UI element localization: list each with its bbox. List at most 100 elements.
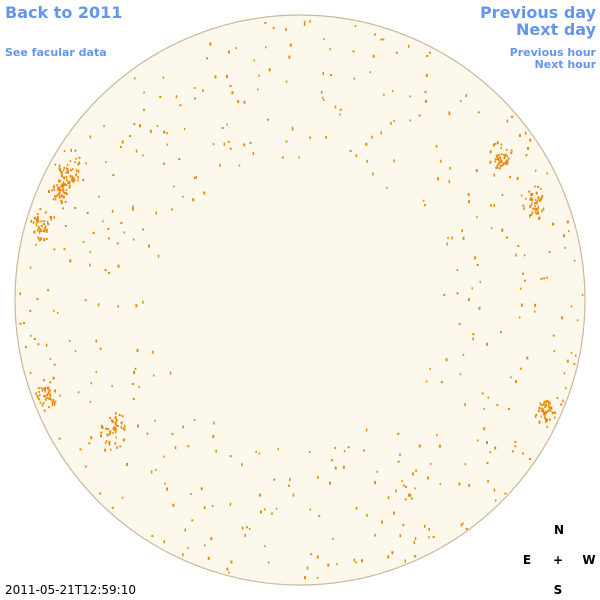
- facula: [298, 156, 300, 159]
- facula: [155, 211, 157, 215]
- facula: [501, 193, 504, 196]
- facula: [74, 206, 77, 209]
- facula: [552, 334, 555, 337]
- facula: [114, 426, 116, 429]
- facula: [44, 211, 47, 214]
- facula: [65, 189, 68, 192]
- facula: [390, 121, 392, 125]
- facula: [51, 403, 54, 406]
- facula: [523, 279, 526, 282]
- facula: [520, 287, 522, 290]
- facula: [163, 540, 165, 544]
- facula: [536, 200, 538, 203]
- facula: [429, 367, 431, 370]
- facula: [529, 138, 532, 142]
- facula: [507, 408, 510, 410]
- facula: [504, 161, 507, 164]
- facula: [166, 487, 168, 491]
- facula: [38, 239, 41, 242]
- facula: [39, 401, 42, 404]
- facula: [544, 414, 546, 417]
- facular-data-link[interactable]: See facular data: [5, 46, 107, 59]
- facula: [92, 232, 95, 234]
- next-hour-link[interactable]: Next hour: [535, 58, 597, 71]
- facula: [395, 51, 398, 54]
- facula: [243, 143, 246, 147]
- facula: [522, 272, 524, 275]
- facula: [58, 194, 61, 197]
- facula: [99, 347, 102, 350]
- facula: [69, 184, 71, 187]
- facula: [77, 169, 80, 173]
- facula: [528, 190, 531, 193]
- facula: [323, 98, 325, 101]
- back-link[interactable]: Back to 2011: [5, 3, 122, 22]
- facula: [365, 142, 368, 146]
- facula: [194, 97, 197, 100]
- facula: [111, 421, 114, 424]
- facula: [476, 264, 479, 266]
- facula: [115, 411, 117, 415]
- facula: [529, 205, 532, 209]
- facula: [214, 75, 217, 79]
- facula: [30, 219, 32, 223]
- facula: [437, 177, 439, 181]
- facula: [58, 186, 61, 189]
- facula: [402, 524, 405, 527]
- facula: [35, 243, 37, 246]
- facula: [530, 214, 533, 216]
- facula: [534, 169, 537, 172]
- facula: [325, 135, 327, 139]
- facula: [52, 376, 55, 380]
- facula: [132, 205, 134, 209]
- facula: [495, 154, 498, 158]
- facular-spots: [19, 19, 584, 580]
- facula: [193, 177, 196, 179]
- facula: [110, 448, 112, 451]
- facula: [334, 447, 336, 449]
- facula: [121, 140, 124, 144]
- facula: [45, 237, 48, 240]
- facula: [62, 187, 64, 190]
- facula: [464, 403, 466, 407]
- facula: [347, 446, 350, 449]
- facula: [212, 143, 215, 146]
- facula: [229, 502, 232, 506]
- facula: [387, 496, 390, 500]
- facula: [401, 480, 403, 483]
- facula: [37, 343, 40, 346]
- facula: [369, 71, 372, 74]
- facula: [105, 161, 107, 164]
- facula: [245, 526, 248, 529]
- previous-hour-link[interactable]: Previous hour: [510, 46, 597, 59]
- facula: [61, 174, 63, 177]
- facula: [393, 511, 395, 515]
- facula: [115, 430, 117, 434]
- compass-center: +: [553, 553, 563, 567]
- facula: [203, 191, 206, 195]
- next-day-link[interactable]: Next day: [516, 20, 597, 39]
- facula: [43, 220, 46, 223]
- facula: [40, 225, 43, 227]
- facula: [366, 159, 368, 163]
- facula: [65, 171, 67, 174]
- facula: [53, 248, 56, 251]
- facula: [506, 161, 509, 165]
- facula: [309, 136, 312, 139]
- facula: [516, 176, 519, 180]
- facula: [517, 245, 520, 247]
- facula: [23, 322, 25, 324]
- facula: [108, 440, 111, 444]
- facula: [353, 77, 355, 80]
- facula: [537, 212, 540, 215]
- facula: [323, 38, 325, 41]
- facula: [391, 90, 394, 93]
- facula: [124, 424, 126, 428]
- facula: [537, 211, 540, 214]
- facula: [163, 162, 166, 165]
- facula: [121, 415, 124, 418]
- facula: [493, 173, 496, 177]
- facula: [414, 537, 417, 541]
- previous-day-link[interactable]: Previous day: [480, 3, 597, 22]
- facula: [425, 380, 428, 383]
